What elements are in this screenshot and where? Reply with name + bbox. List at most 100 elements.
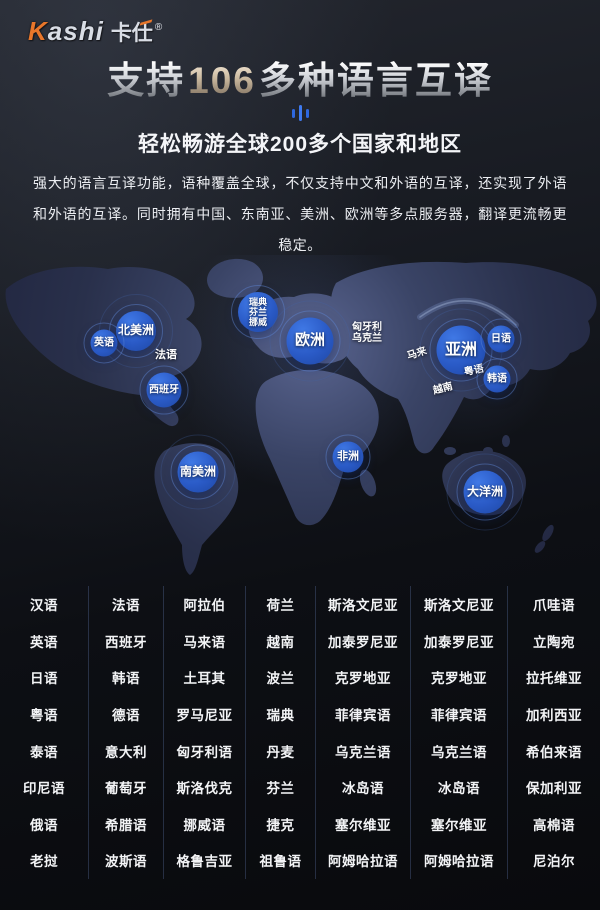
language-item: 印尼语 xyxy=(23,781,65,797)
map-marker-label: 南美洲 xyxy=(179,464,216,479)
language-item: 捷克 xyxy=(266,817,295,833)
language-item: 尼泊尔 xyxy=(533,854,575,870)
language-item: 俄语 xyxy=(30,817,58,833)
map-marker-europe: 欧洲 xyxy=(269,300,351,382)
map-marker-french: 法语 xyxy=(155,349,177,361)
language-item: 加泰罗尼亚 xyxy=(328,634,398,650)
brand-name-cn: 卡仕 xyxy=(111,17,153,47)
map-marker-label: 瑞典 xyxy=(248,296,267,307)
map-marker-spanish: 西班牙 xyxy=(139,365,189,415)
language-item: 克罗地亚 xyxy=(335,671,391,687)
map-marker-vietnamese: 越南 xyxy=(432,381,454,397)
language-item: 塞尔维亚 xyxy=(431,817,487,833)
flight-arc-highlight xyxy=(419,300,517,326)
language-column-5: 斯洛文尼亚加泰罗尼亚克罗地亚菲律宾语乌克兰语冰岛语塞尔维亚阿姆哈拉语 xyxy=(315,586,410,879)
language-item: 冰岛语 xyxy=(342,781,384,797)
language-item: 挪威语 xyxy=(183,817,226,833)
brand-name-en: Kashi xyxy=(28,16,104,46)
island-new-zealand-south xyxy=(534,541,546,553)
language-item: 粤语 xyxy=(30,708,58,724)
language-item: 韩语 xyxy=(112,671,140,687)
map-marker-label: 非洲 xyxy=(337,450,359,463)
title-prefix: 支持 xyxy=(107,60,186,101)
language-item: 阿拉伯 xyxy=(183,598,226,614)
brand-logo: Kashi 卡仕 ® xyxy=(28,16,162,47)
language-item: 丹麦 xyxy=(266,744,295,760)
language-item: 加利西亚 xyxy=(526,708,582,724)
language-item: 法语 xyxy=(112,598,140,614)
title-suffix: 多种语言互译 xyxy=(258,60,493,101)
map-marker-english: 英语 xyxy=(83,322,125,364)
language-column-2: 法语西班牙韩语德语意大利葡萄牙希腊语波斯语 xyxy=(88,586,163,879)
language-item: 德语 xyxy=(112,708,140,724)
map-marker-asia: 亚洲 xyxy=(419,308,503,392)
map-marker-label: 亚洲 xyxy=(444,341,477,359)
language-item: 汉语 xyxy=(30,598,58,614)
map-marker-hungary-ukraine: 匈牙利 乌克兰 xyxy=(352,322,382,344)
language-item: 阿姆哈拉语 xyxy=(328,854,398,870)
language-item: 高棉语 xyxy=(533,817,575,833)
language-item: 塞尔维亚 xyxy=(335,817,391,833)
language-item: 斯洛文尼亚 xyxy=(424,598,494,614)
language-item: 波兰 xyxy=(266,671,295,687)
language-item: 立陶宛 xyxy=(533,634,575,650)
description-text: 强大的语言互译功能，语种覆盖全球，不仅支持中文和外语的互译，还实现了外语和外语的… xyxy=(33,175,567,253)
language-column-1: 汉语英语日语粤语泰语印尼语俄语老挝 xyxy=(0,586,88,879)
language-item: 瑞典 xyxy=(266,708,295,724)
language-item: 爪哇语 xyxy=(533,598,575,614)
language-item: 克罗地亚 xyxy=(431,671,487,687)
map-marker-label: 韩语 xyxy=(487,373,507,385)
language-column-3: 阿拉伯 马来语 土耳其 罗马尼亚 匈牙利语 斯洛伐克 挪威语 格鲁吉亚 xyxy=(163,586,245,879)
language-item: 斯洛伐克 xyxy=(176,781,233,797)
language-item: 菲律宾语 xyxy=(335,708,391,724)
language-item: 加泰罗尼亚 xyxy=(424,634,494,650)
language-item: 希腊语 xyxy=(105,817,147,833)
map-marker-south-america: 南美洲 xyxy=(160,434,236,510)
language-item: 芬兰 xyxy=(266,781,295,797)
language-item: 泰语 xyxy=(30,744,58,760)
map-marker-label: 挪威 xyxy=(248,317,267,328)
language-item: 意大利 xyxy=(105,744,147,760)
language-item: 斯洛文尼亚 xyxy=(328,598,398,614)
language-item: 菲律宾语 xyxy=(431,708,487,724)
island-new-zealand-north xyxy=(542,524,554,542)
page-title: 支持106多种语言互译 xyxy=(0,50,600,104)
language-item: 日语 xyxy=(30,671,58,687)
map-marker-label: 匈牙利 xyxy=(352,321,382,333)
language-item: 荷兰 xyxy=(266,598,295,614)
language-item: 土耳其 xyxy=(183,671,226,687)
map-marker-label: 越南 xyxy=(431,381,455,397)
map-marker-label: 大洋洲 xyxy=(466,484,503,499)
map-marker-africa: 非洲 xyxy=(325,434,371,480)
language-item: 罗马尼亚 xyxy=(176,708,233,724)
language-item: 希伯来语 xyxy=(526,744,582,760)
page-subtitle: 轻松畅游全球200多个国家和地区 xyxy=(137,133,463,156)
world-map-overlay: 北美洲 英语 法语 西班牙 瑞典 芬兰 挪威 欧洲 匈牙利 乌克兰 马来 亚洲 日语 粤语 韩语 越南 南美洲非… xyxy=(0,255,600,575)
language-column-4: 荷兰 越南 波兰 瑞典 丹麦 芬兰 捷克 祖鲁语 xyxy=(245,586,315,879)
language-item: 波斯语 xyxy=(105,854,147,870)
language-item: 拉托维亚 xyxy=(526,671,582,687)
map-marker-label: 欧洲 xyxy=(294,331,325,349)
map-marker-label: 英语 xyxy=(94,337,114,349)
island-philippines xyxy=(502,435,510,447)
island-sumatra xyxy=(444,447,456,455)
language-item: 匈牙利语 xyxy=(176,744,233,760)
language-item: 老挝 xyxy=(30,854,58,870)
language-item: 保加利亚 xyxy=(526,781,582,797)
map-marker-label: 芬兰 xyxy=(248,306,267,317)
language-item: 乌克兰语 xyxy=(335,744,391,760)
map-marker-label: 乌克兰 xyxy=(352,333,382,344)
equalizer-icon xyxy=(0,104,600,122)
map-marker-oceania: 大洋洲 xyxy=(446,453,524,531)
map-marker-label: 日语 xyxy=(491,333,511,345)
title-number: 106 xyxy=(185,60,259,101)
language-item: 越南 xyxy=(266,634,295,650)
language-item: 格鲁吉亚 xyxy=(176,854,233,870)
map-marker-korean: 韩语 xyxy=(476,358,518,400)
language-item: 西班牙 xyxy=(105,634,147,650)
language-item: 葡萄牙 xyxy=(105,781,147,797)
map-marker-japanese: 日语 xyxy=(480,318,522,360)
world-map-section: 北美洲 英语 法语 西班牙 瑞典 芬兰 挪威 欧洲 匈牙利 乌克兰 马来 亚洲 日语 粤语 韩语 越南 南美洲非… xyxy=(0,255,600,575)
language-item: 冰岛语 xyxy=(438,781,480,797)
language-item: 英语 xyxy=(30,634,58,650)
